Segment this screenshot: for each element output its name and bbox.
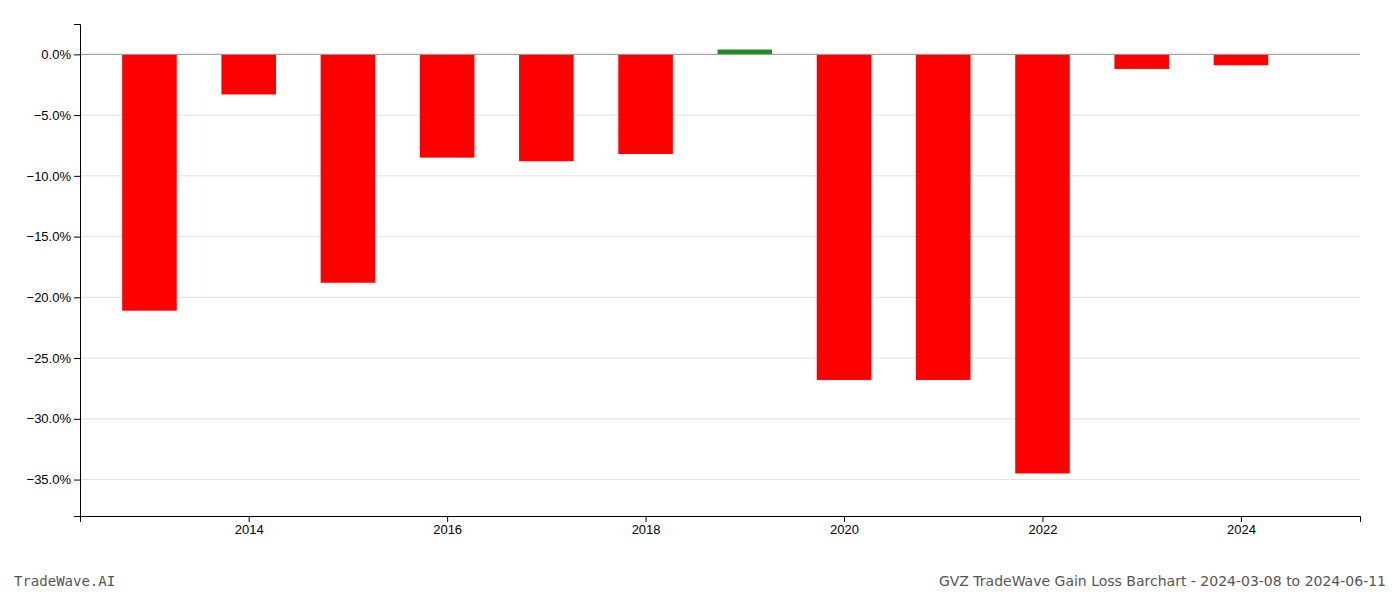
y-tick-label: −30.0% — [27, 411, 72, 426]
grid-line — [80, 358, 1360, 359]
bar — [221, 54, 276, 94]
watermark: TradeWave.AI — [14, 573, 115, 589]
x-tick-label: 2022 — [1029, 522, 1058, 537]
y-tick: −35.0% — [27, 472, 80, 487]
x-tick-label: 2020 — [830, 522, 859, 537]
x-tick-mark — [1241, 516, 1242, 522]
y-tick-mark — [74, 54, 80, 55]
x-axis-line — [81, 517, 1361, 523]
y-tick: −5.0% — [34, 108, 80, 123]
bar — [321, 54, 376, 282]
bar — [718, 50, 773, 55]
y-tick: −10.0% — [27, 169, 80, 184]
y-tick-mark — [74, 237, 80, 238]
y-tick: −25.0% — [27, 351, 80, 366]
title: GVZ TradeWave Gain Loss Barchart - 2024-… — [939, 573, 1386, 589]
x-tick-mark — [249, 516, 250, 522]
x-tick: 2018 — [632, 516, 661, 537]
bar — [1015, 54, 1070, 473]
x-tick: 2014 — [235, 516, 264, 537]
x-tick-mark — [844, 516, 845, 522]
bar — [420, 54, 475, 157]
x-tick-label: 2018 — [632, 522, 661, 537]
y-tick: 0.0% — [41, 47, 80, 62]
grid — [80, 54, 1360, 479]
bar — [916, 54, 971, 380]
grid-line — [80, 297, 1360, 298]
y-tick-label: −15.0% — [27, 229, 72, 244]
y-tick-label: −10.0% — [27, 169, 72, 184]
y-tick: −20.0% — [27, 290, 80, 305]
y-axis: 0.0% −5.0% −10.0% −15.0% −20.0% −25.0% −30.0% −… — [27, 25, 81, 517]
x-tick: 2022 — [1029, 516, 1058, 537]
y-tick-mark — [74, 358, 80, 359]
grid-line — [80, 236, 1360, 237]
grid-line — [80, 115, 1360, 116]
grid-line — [80, 175, 1360, 176]
x-tick-mark — [1042, 516, 1043, 522]
x-tick-label: 2024 — [1227, 522, 1256, 537]
bar — [1214, 54, 1269, 65]
y-tick-label: 0.0% — [41, 47, 71, 62]
y-tick-mark — [74, 297, 80, 298]
baseline — [80, 54, 1360, 55]
y-tick-label: −5.0% — [34, 108, 72, 123]
y-tick-mark — [74, 115, 80, 116]
bar — [1114, 54, 1169, 69]
x-tick: 2016 — [433, 516, 462, 537]
grid-line — [80, 479, 1360, 480]
x-tick: 2024 — [1227, 516, 1256, 537]
bar — [817, 54, 872, 380]
bar — [122, 54, 177, 310]
x-tick-mark — [447, 516, 448, 522]
x-tick-label: 2014 — [235, 522, 264, 537]
y-tick-label: −25.0% — [27, 351, 72, 366]
bar — [519, 54, 574, 161]
chart: 0.0% −5.0% −10.0% −15.0% −20.0% −25.0% −30.0% −… — [0, 0, 1400, 600]
grid-line — [80, 54, 1360, 55]
y-tick-mark — [74, 480, 80, 481]
y-axis-line — [74, 25, 81, 517]
x-axis: 2014 2016 2018 2020 2022 2024 — [81, 516, 1361, 537]
bar — [618, 54, 673, 154]
y-tick-label: −20.0% — [27, 290, 72, 305]
y-tick-mark — [74, 419, 80, 420]
y-tick: −30.0% — [27, 411, 80, 426]
bars — [80, 50, 1360, 474]
y-tick: −15.0% — [27, 229, 80, 244]
x-tick-label: 2016 — [433, 522, 462, 537]
y-tick-label: −35.0% — [27, 472, 72, 487]
y-tick-mark — [74, 176, 80, 177]
grid-line — [80, 418, 1360, 419]
x-tick-mark — [646, 516, 647, 522]
plot: 0.0% −5.0% −10.0% −15.0% −20.0% −25.0% −30.0% −… — [27, 25, 1361, 538]
x-tick: 2020 — [830, 516, 859, 537]
